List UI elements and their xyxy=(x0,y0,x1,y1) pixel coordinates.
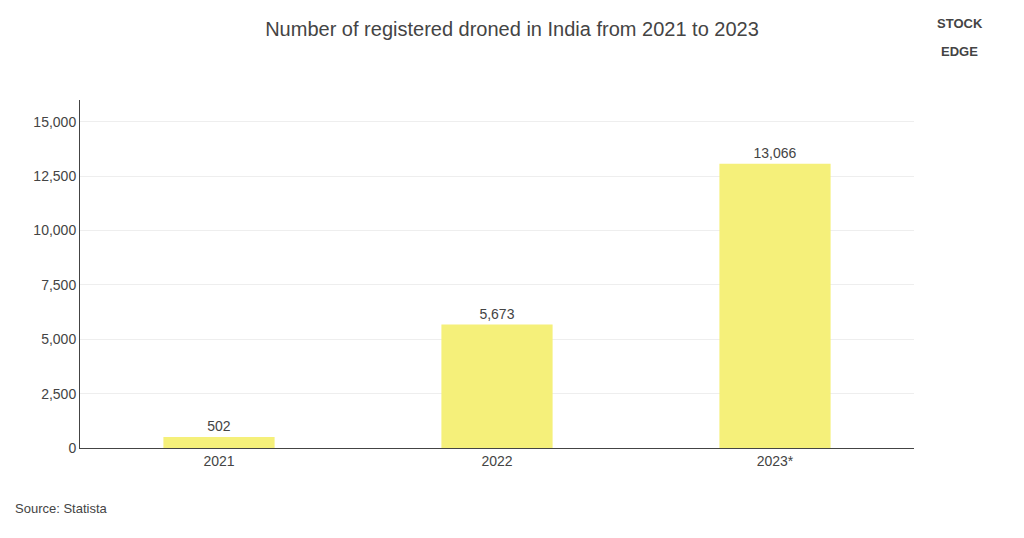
svg-text:EDGE: EDGE xyxy=(941,44,978,59)
svg-text:12,500: 12,500 xyxy=(33,168,76,184)
svg-text:5,673: 5,673 xyxy=(479,306,514,322)
svg-text:0: 0 xyxy=(68,440,76,456)
svg-text:2021: 2021 xyxy=(203,453,234,469)
svg-text:502: 502 xyxy=(207,418,231,434)
svg-text:Source: Statista: Source: Statista xyxy=(15,501,108,516)
svg-text:13,066: 13,066 xyxy=(753,145,796,161)
svg-text:Number of registered droned in: Number of registered droned in India fro… xyxy=(265,18,759,40)
svg-text:15,000: 15,000 xyxy=(33,114,76,130)
svg-text:2,500: 2,500 xyxy=(41,386,76,402)
svg-text:10,000: 10,000 xyxy=(33,222,76,238)
svg-text:STOCK: STOCK xyxy=(937,16,983,31)
svg-text:2022: 2022 xyxy=(481,453,512,469)
svg-text:7,500: 7,500 xyxy=(41,277,76,293)
svg-text:2023*: 2023* xyxy=(757,453,794,469)
svg-text:5,000: 5,000 xyxy=(41,331,76,347)
